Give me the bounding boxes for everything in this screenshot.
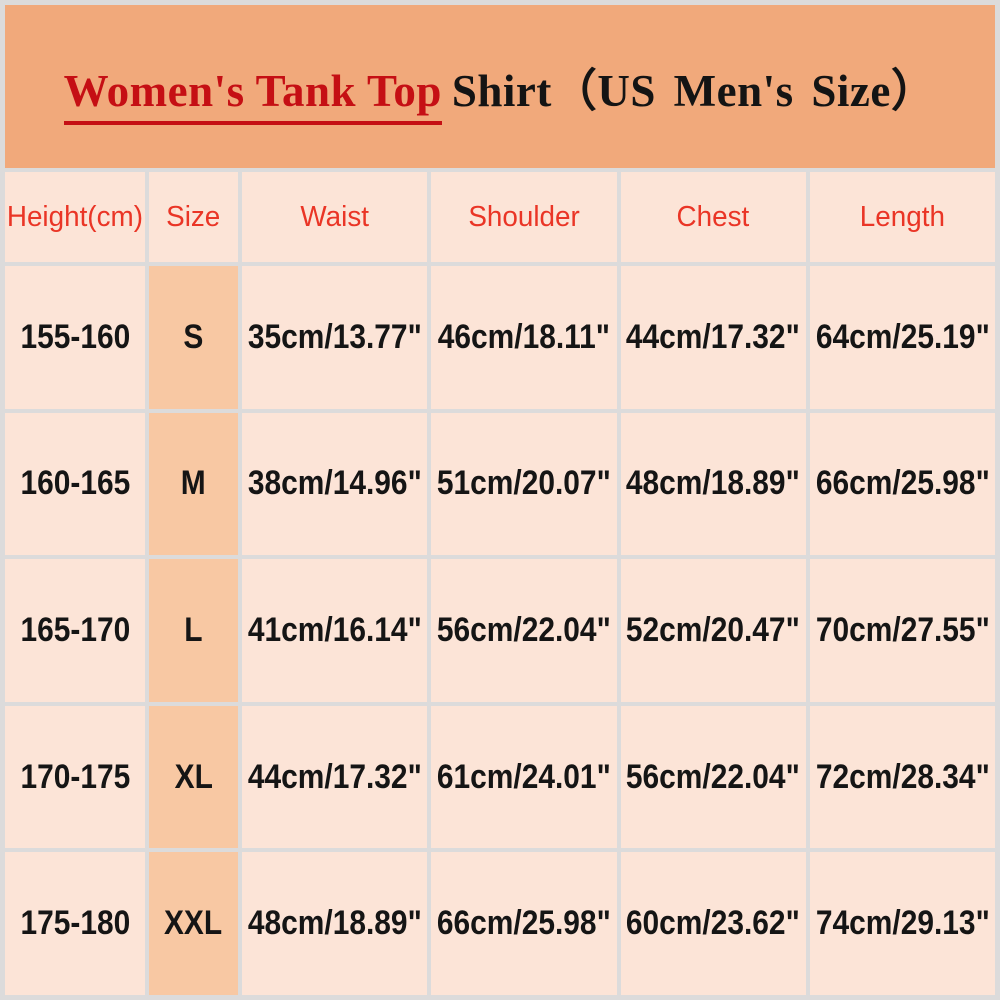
table-cell-row3-chest: 52cm/20.47" <box>620 559 806 702</box>
table-cell-row1-heightcm: 155-160 <box>5 266 145 409</box>
table-cell-row5-waist-label: 48cm/18.89" <box>247 904 422 943</box>
table-cell-row1-length-label: 64cm/25.19" <box>815 317 990 356</box>
size-chart-table: Height(cm) Size Waist Shoulder Chest Length 15… <box>5 172 995 995</box>
table-cell-row2-heightcm: 160-165 <box>5 412 145 556</box>
header-cell-waist-label: Waist <box>300 200 369 233</box>
header-cell-size-label: Size <box>166 200 221 233</box>
table-cell-row2-size: M <box>149 412 238 556</box>
table-cell-row1-size-label: S <box>183 317 204 356</box>
table-cell-row5-chest-label: 60cm/23.62" <box>626 904 801 943</box>
table-cell-row5-size-label: XXL <box>164 904 223 943</box>
table-cell-row2-chest: 48cm/18.89" <box>620 412 806 556</box>
table-cell-row2-length-label: 66cm/25.98" <box>815 464 990 503</box>
header-cell-chest: Chest <box>620 172 806 262</box>
header-cell-shoulder: Shoulder <box>431 172 617 262</box>
header-cell-length: Length <box>809 172 995 262</box>
table-cell-row2-waist: 38cm/14.96" <box>242 412 428 556</box>
table-cell-row2-shoulder-label: 51cm/20.07" <box>436 464 611 503</box>
table-cell-row1-waist-label: 35cm/13.77" <box>247 317 422 356</box>
table-cell-row1-size: S <box>149 266 238 409</box>
page-title-highlight: Women's Tank Top <box>63 66 442 125</box>
table-cell-row1-heightcm-label: 155-160 <box>20 317 130 356</box>
table-cell-row5-length-label: 74cm/29.13" <box>815 904 990 943</box>
table-cell-row5-shoulder: 66cm/25.98" <box>431 852 617 995</box>
table-cell-row5-length: 74cm/29.13" <box>809 852 995 995</box>
table-cell-row5-size: XXL <box>149 852 238 995</box>
table-cell-row1-chest-label: 44cm/17.32" <box>626 317 801 356</box>
table-cell-row5-heightcm: 175-180 <box>5 852 145 995</box>
header-cell-size: Size <box>149 172 238 262</box>
table-cell-row3-heightcm: 165-170 <box>5 559 145 702</box>
table-cell-row3-waist: 41cm/16.14" <box>242 559 428 702</box>
table-cell-row5-heightcm-label: 175-180 <box>20 904 130 943</box>
table-cell-row3-length-label: 70cm/27.55" <box>815 610 990 649</box>
table-cell-row1-waist: 35cm/13.77" <box>242 266 428 409</box>
table-cell-row4-shoulder: 61cm/24.01" <box>431 705 617 849</box>
table-cell-row2-shoulder: 51cm/20.07" <box>431 412 617 556</box>
table-cell-row1-shoulder: 46cm/18.11" <box>431 266 617 409</box>
table-cell-row3-size: L <box>149 559 238 702</box>
table-cell-row4-heightcm: 170-175 <box>5 705 145 849</box>
table-cell-row4-chest-label: 56cm/22.04" <box>626 757 801 796</box>
header-cell-waist: Waist <box>242 172 428 262</box>
table-cell-row4-length: 72cm/28.34" <box>809 705 995 849</box>
table-cell-row3-waist-label: 41cm/16.14" <box>247 610 422 649</box>
table-cell-row5-shoulder-label: 66cm/25.98" <box>436 904 611 943</box>
table-cell-row3-shoulder-label: 56cm/22.04" <box>436 610 611 649</box>
product-title-banner: Women's Tank Top Shirt（US Men's Size） <box>5 5 995 168</box>
table-cell-row4-chest: 56cm/22.04" <box>620 705 806 849</box>
table-cell-row1-shoulder-label: 46cm/18.11" <box>437 317 611 356</box>
table-cell-row4-size: XL <box>149 705 238 849</box>
header-cell-heightcm-label: Height(cm) <box>6 200 144 233</box>
table-cell-row5-chest: 60cm/23.62" <box>620 852 806 995</box>
table-cell-row4-length-label: 72cm/28.34" <box>815 757 990 796</box>
table-cell-row4-shoulder-label: 61cm/24.01" <box>436 757 611 796</box>
table-cell-row3-length: 70cm/27.55" <box>809 559 995 702</box>
header-cell-heightcm: Height(cm) <box>5 172 145 262</box>
table-cell-row4-waist: 44cm/17.32" <box>242 705 428 849</box>
table-cell-row2-chest-label: 48cm/18.89" <box>626 464 801 503</box>
table-cell-row4-waist-label: 44cm/17.32" <box>247 757 422 796</box>
header-cell-shoulder-label: Shoulder <box>468 200 580 233</box>
table-cell-row4-heightcm-label: 170-175 <box>20 757 130 796</box>
table-cell-row4-size-label: XL <box>174 757 213 796</box>
table-cell-row1-chest: 44cm/17.32" <box>620 266 806 409</box>
page-title-rest: Shirt（US Men's Size） <box>451 66 937 116</box>
table-cell-row3-chest-label: 52cm/20.47" <box>626 610 801 649</box>
page-title: Women's Tank Top Shirt（US Men's Size） <box>63 54 937 125</box>
header-cell-chest-label: Chest <box>676 200 750 233</box>
table-cell-row1-length: 64cm/25.19" <box>809 266 995 409</box>
table-cell-row3-shoulder: 56cm/22.04" <box>431 559 617 702</box>
header-cell-length-label: Length <box>859 200 945 233</box>
table-cell-row2-waist-label: 38cm/14.96" <box>247 464 422 503</box>
table-cell-row2-size-label: M <box>181 464 206 503</box>
table-cell-row5-waist: 48cm/18.89" <box>242 852 428 995</box>
table-cell-row2-length: 66cm/25.98" <box>809 412 995 556</box>
table-cell-row3-size-label: L <box>184 610 203 649</box>
table-cell-row2-heightcm-label: 160-165 <box>20 464 130 503</box>
table-cell-row3-heightcm-label: 165-170 <box>20 610 130 649</box>
